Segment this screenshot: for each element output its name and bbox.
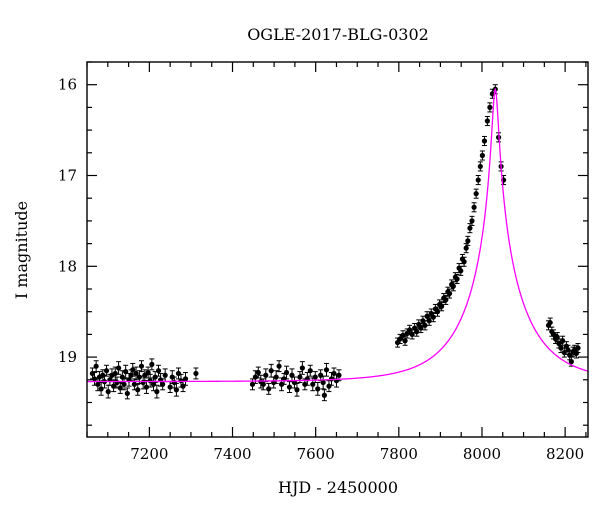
- data-point: [138, 360, 145, 373]
- data-point: [123, 364, 129, 379]
- x-tick-label: 7400: [213, 445, 251, 463]
- data-point: [289, 368, 295, 383]
- data-point: [117, 382, 123, 394]
- data-point: [173, 382, 179, 397]
- tick-labels: 7200 7400 7600 7800 8000 8200 16 17 18 19: [58, 76, 584, 463]
- axis-ticks: [86, 61, 588, 437]
- data-point: [299, 361, 305, 375]
- x-tick-label: 7800: [380, 445, 418, 463]
- data-point: [276, 360, 282, 373]
- data-point: [283, 365, 290, 380]
- data-point: [105, 384, 111, 399]
- x-tick-label: 8000: [463, 445, 501, 463]
- data-point: [484, 115, 490, 127]
- data-point: [255, 366, 261, 379]
- data-point: [121, 378, 127, 391]
- x-tick-label: 7600: [297, 445, 335, 463]
- data-point: [461, 256, 467, 267]
- data-point: [487, 102, 493, 113]
- data-point: [318, 369, 324, 382]
- y-tick-label: 19: [58, 348, 77, 366]
- data-point: [155, 364, 162, 377]
- data-point: [291, 376, 298, 389]
- model-curve-layer: [87, 87, 588, 383]
- data-point: [162, 368, 168, 383]
- data-point: [286, 381, 293, 394]
- data-point: [458, 265, 464, 276]
- data-point: [263, 368, 269, 383]
- data-point: [315, 382, 321, 396]
- x-tick-label: 7200: [130, 445, 168, 463]
- data-point: [130, 362, 136, 377]
- y-tick-label: 17: [58, 166, 77, 184]
- data-point: [294, 382, 300, 397]
- data-point: [479, 150, 485, 161]
- data-point: [481, 135, 488, 147]
- data-point: [454, 273, 460, 285]
- data-point: [418, 323, 424, 334]
- data-point: [326, 380, 332, 393]
- data-point: [103, 364, 110, 377]
- data-point: [182, 372, 189, 386]
- data-point: [124, 387, 130, 400]
- data-point: [469, 215, 475, 226]
- data-point: [307, 364, 313, 377]
- data-point: [475, 174, 481, 186]
- data-point: [321, 389, 328, 402]
- data-point: [323, 362, 330, 377]
- data-point: [154, 384, 160, 399]
- data-point: [193, 367, 199, 380]
- data-point: [575, 342, 581, 354]
- data-point: [471, 202, 477, 213]
- y-tick-label: 16: [58, 76, 77, 94]
- chart-title: OGLE-2017-BLG-0302: [247, 25, 429, 44]
- data-point: [312, 371, 318, 384]
- data-point: [133, 366, 139, 381]
- y-tick-label: 18: [58, 257, 77, 275]
- data-point: [93, 360, 99, 373]
- data-point: [465, 235, 471, 246]
- data-point: [266, 382, 272, 395]
- plot-frame: [86, 61, 589, 438]
- data-point: [149, 358, 155, 371]
- y-axis-title: I magnitude: [12, 201, 31, 299]
- data-point: [439, 301, 445, 312]
- x-axis-title: HJD - 2450000: [278, 478, 398, 497]
- data-point: [320, 375, 326, 390]
- model-curve: [87, 87, 588, 383]
- data-points: [89, 84, 581, 402]
- data-point: [135, 383, 141, 396]
- data-point: [473, 188, 479, 199]
- data-point: [115, 361, 122, 375]
- x-tick-label: 8200: [546, 445, 584, 463]
- data-point: [91, 372, 98, 386]
- data-point: [477, 161, 483, 172]
- data-point: [160, 378, 166, 391]
- data-point: [268, 363, 274, 378]
